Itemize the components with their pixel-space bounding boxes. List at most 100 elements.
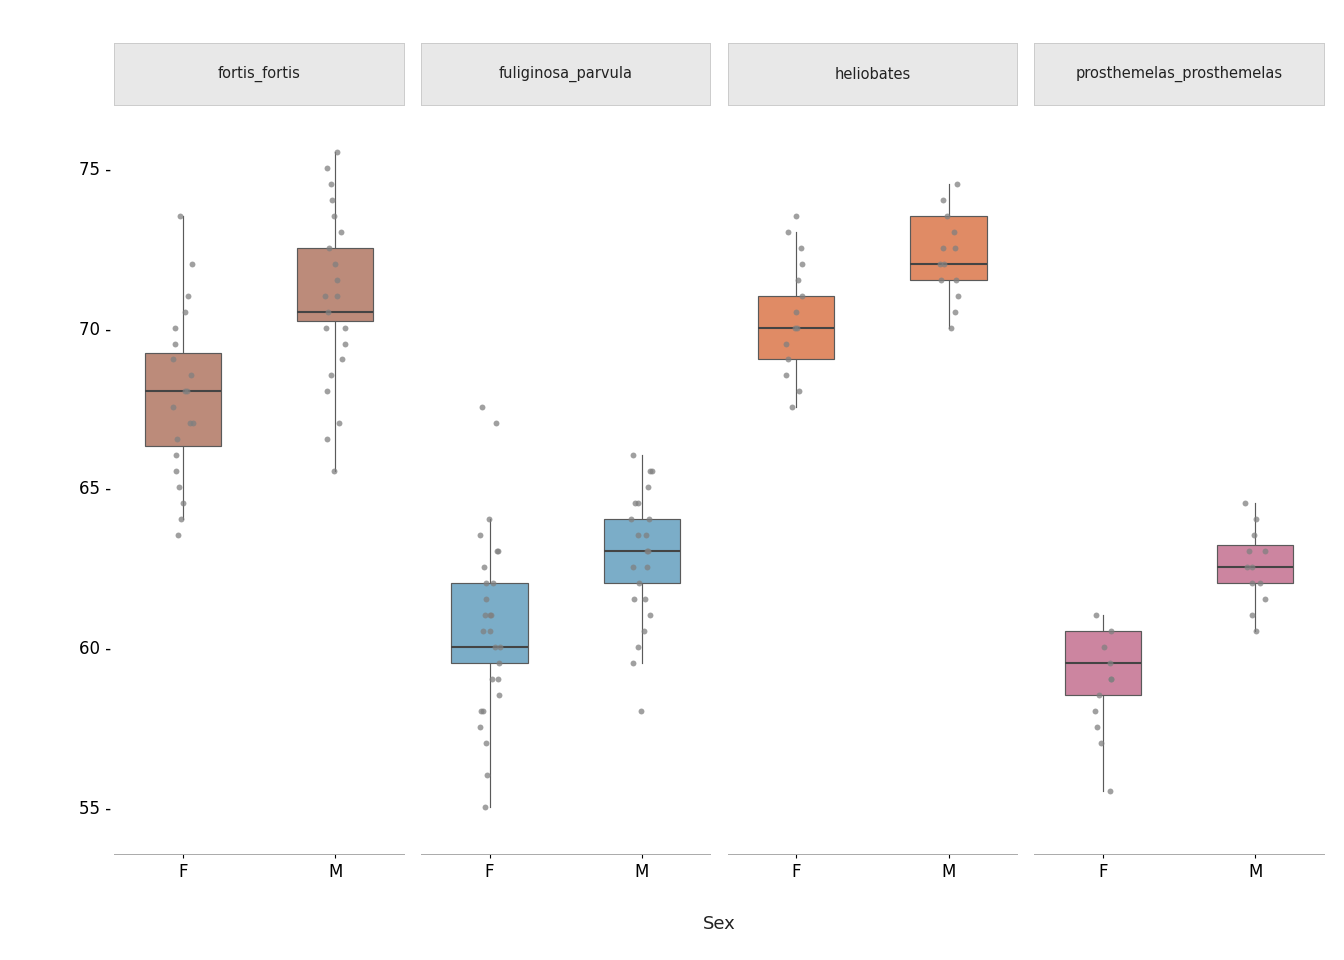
Point (1245, 623, 1266, 638)
Point (1099, 782, 1121, 798)
Point (472, 703, 493, 718)
Point (327, 272, 348, 287)
Point (1101, 623, 1122, 638)
Point (1236, 560, 1258, 575)
Point (488, 687, 509, 703)
Bar (452, 583, 528, 662)
Bar (910, 216, 986, 279)
Point (485, 416, 507, 431)
Point (1239, 543, 1261, 559)
Point (480, 623, 501, 638)
Point (177, 288, 199, 303)
Point (792, 288, 813, 303)
Point (473, 560, 495, 575)
Point (621, 512, 642, 527)
Point (324, 208, 345, 224)
Point (168, 527, 190, 542)
Point (480, 608, 501, 623)
Point (634, 623, 656, 638)
Point (637, 480, 659, 495)
Point (485, 639, 507, 655)
Point (180, 368, 202, 383)
Point (786, 320, 808, 335)
Point (628, 527, 649, 542)
Point (622, 655, 644, 670)
Point (948, 288, 969, 303)
Point (946, 177, 968, 192)
Point (481, 671, 503, 686)
Point (179, 416, 200, 431)
Point (327, 288, 348, 303)
Point (790, 240, 812, 255)
Point (945, 304, 966, 320)
Point (323, 464, 344, 479)
Point (325, 256, 347, 272)
Point (169, 208, 191, 224)
Point (636, 543, 657, 559)
Point (165, 336, 187, 351)
Point (1242, 560, 1263, 575)
Point (485, 543, 507, 559)
Point (775, 368, 797, 383)
Point (638, 512, 660, 527)
Point (777, 224, 798, 239)
Point (165, 447, 187, 463)
Point (480, 608, 501, 623)
Point (316, 384, 337, 399)
Point (1234, 495, 1255, 511)
Point (163, 351, 184, 367)
Point (636, 527, 657, 542)
Point (317, 304, 339, 320)
Point (628, 639, 649, 655)
Point (487, 671, 508, 686)
Point (1249, 575, 1270, 590)
Point (1089, 687, 1110, 703)
Point (320, 368, 341, 383)
Point (314, 320, 336, 335)
Point (319, 240, 340, 255)
Point (316, 432, 337, 447)
Text: Sex: Sex (703, 915, 735, 932)
Point (1241, 575, 1262, 590)
Point (1099, 671, 1121, 686)
Point (175, 304, 196, 320)
Point (474, 799, 496, 814)
Point (488, 543, 509, 559)
Point (933, 256, 954, 272)
Point (474, 608, 496, 623)
Point (929, 256, 950, 272)
Point (628, 575, 649, 590)
Point (1243, 527, 1265, 542)
Point (1083, 703, 1105, 718)
Point (1086, 608, 1107, 623)
Point (165, 320, 187, 335)
Point (1245, 512, 1266, 527)
Point (469, 527, 491, 542)
Point (634, 591, 656, 607)
Point (786, 272, 808, 287)
Point (474, 735, 496, 751)
Bar (603, 519, 680, 583)
Point (161, 399, 183, 415)
Point (171, 512, 192, 527)
Point (482, 575, 504, 590)
Point (175, 384, 196, 399)
Point (630, 703, 652, 718)
Point (321, 192, 343, 207)
Point (327, 144, 348, 159)
Bar (1064, 631, 1141, 695)
Point (176, 384, 198, 399)
Point (637, 543, 659, 559)
Point (930, 272, 952, 287)
Point (622, 560, 644, 575)
Point (625, 495, 646, 511)
Point (165, 432, 187, 447)
Point (470, 703, 492, 718)
Point (933, 192, 954, 207)
Point (641, 464, 663, 479)
Point (782, 399, 804, 415)
Point (181, 256, 203, 272)
Point (314, 288, 336, 303)
Point (786, 208, 808, 224)
Point (931, 240, 953, 255)
